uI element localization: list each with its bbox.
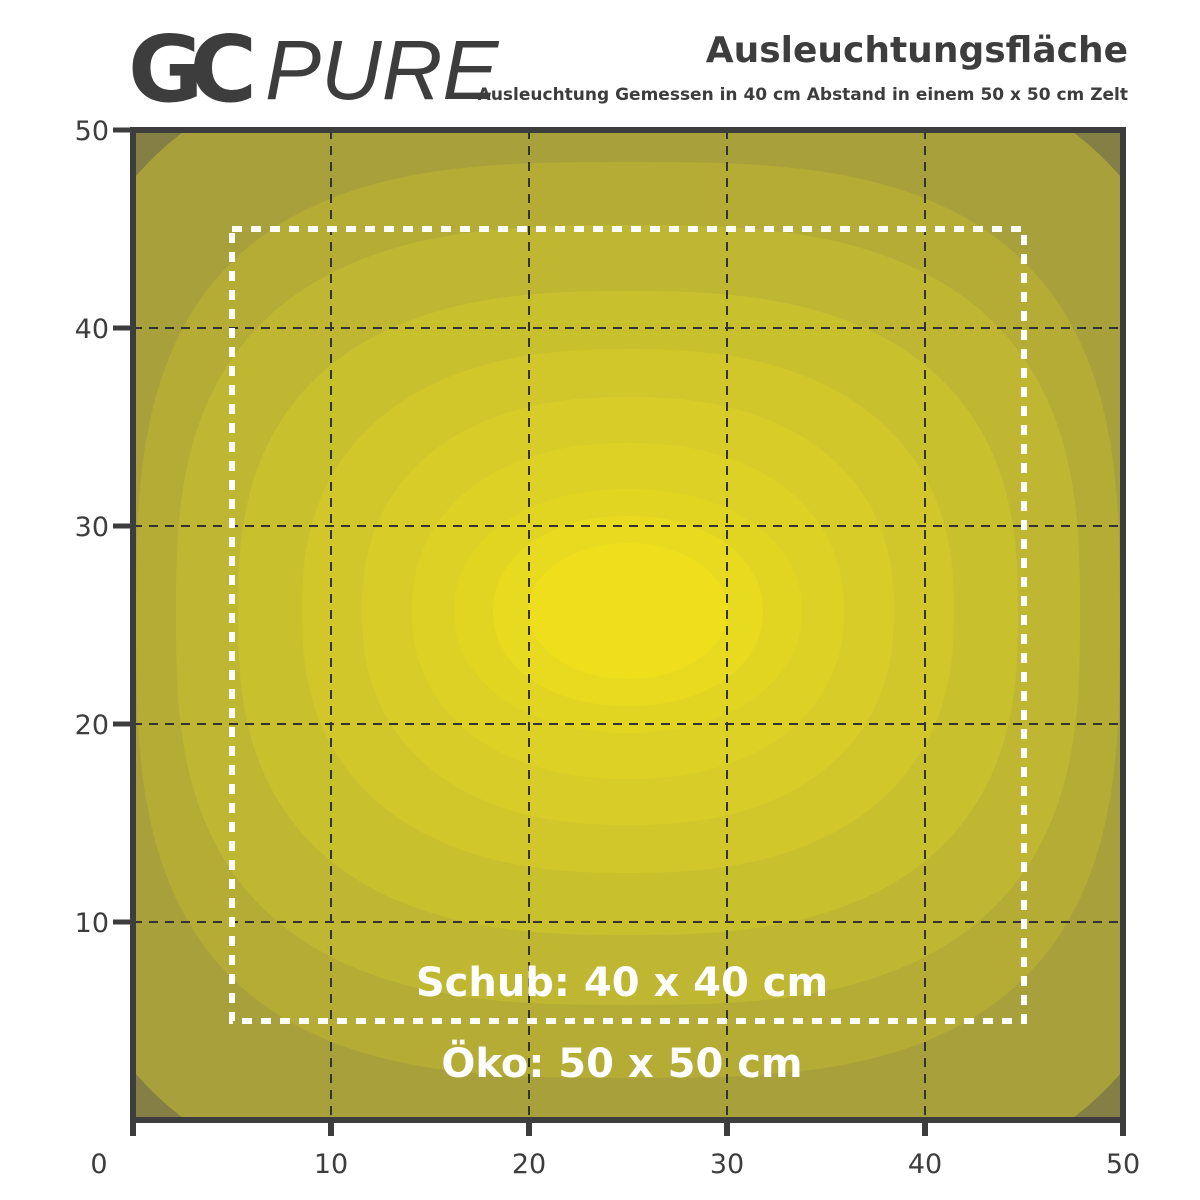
y-tick-label: 20 [75, 710, 109, 741]
plot-frame [130, 127, 1126, 1123]
y-tick-label: 30 [75, 512, 109, 543]
x-tick-label: 0 [90, 1149, 107, 1180]
y-tick-label: 10 [75, 908, 109, 939]
x-tick-label: 20 [512, 1149, 546, 1180]
annotation-oeko: Öko: 50 x 50 cm [441, 1039, 802, 1087]
chart-subtitle: Ausleuchtung Gemessen in 40 cm Abstand i… [477, 85, 1128, 105]
annotation-schub: Schub: 40 x 40 cm [416, 960, 828, 1006]
chart-title: Ausleuchtungsfläche [705, 30, 1128, 71]
x-tick-label: 50 [1106, 1149, 1140, 1180]
logo-word: PURE [265, 22, 499, 117]
schub-area-outline [229, 226, 1027, 1024]
y-tick-label: 50 [75, 116, 109, 147]
logo-mark: GC [128, 15, 257, 123]
contour-level-10 [528, 543, 728, 679]
x-tick-label: 30 [710, 1149, 744, 1180]
x-tick-label: 10 [314, 1149, 348, 1180]
y-tick-label: 40 [75, 314, 109, 345]
x-tick-label: 40 [908, 1149, 942, 1180]
logo: GC PURE [128, 22, 498, 117]
